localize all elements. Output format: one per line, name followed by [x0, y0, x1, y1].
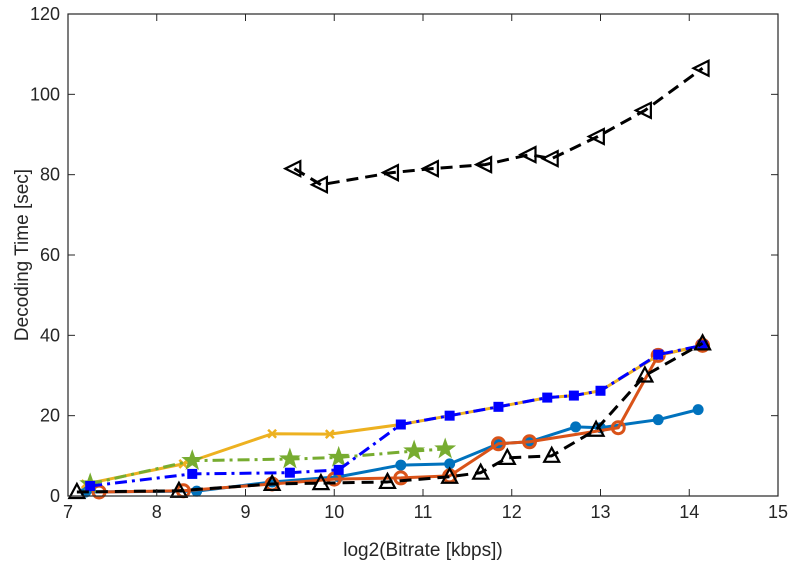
plot-frame	[67, 13, 779, 497]
series-5-blue-square-point	[85, 480, 96, 491]
series-7-black-triangle-left-point	[586, 127, 605, 146]
series-5-blue-square-point	[395, 419, 406, 430]
x-tick-label: 15	[768, 502, 788, 522]
series-6-black-triangle-up-point	[169, 480, 189, 498]
series-3-yellow-x-point	[267, 428, 278, 439]
x-tick-label: 8	[152, 502, 162, 522]
series-4-green-star-point	[181, 449, 204, 470]
series-7-black-triangle-left-point	[309, 175, 329, 194]
series-6-black-triangle-up-point	[635, 365, 655, 383]
series-layer	[67, 58, 712, 500]
series-4-green-star-point	[278, 447, 301, 469]
series-5-blue-square-point	[187, 468, 198, 479]
series-1-blue-dot-point	[395, 459, 407, 471]
series-5-blue-square-line	[90, 343, 703, 488]
series-7-black-triangle-left-point	[380, 163, 400, 182]
series-2-orange-circle	[91, 337, 711, 500]
x-tick-label: 12	[502, 502, 522, 522]
series-6-black-triangle-up-point	[378, 471, 397, 490]
x-tick-label: 10	[324, 502, 344, 522]
series-1-blue-dot-line	[85, 408, 699, 494]
series-3-yellow-x-point	[178, 458, 189, 469]
series-7-black-triangle-left	[282, 58, 710, 194]
x-tick-label: 13	[590, 502, 610, 522]
series-6-black-triangle-up-point	[542, 445, 562, 463]
series-5-blue-square-point	[284, 467, 295, 478]
y-axis-label: Decoding Time [sec]	[12, 169, 33, 341]
series-6-black-triangle-up-point	[497, 447, 517, 465]
series-6-black-triangle-up-point	[67, 481, 87, 500]
series-6-black-triangle-up-line	[76, 342, 704, 494]
y-tick-label: 60	[40, 245, 60, 265]
y-tick-label: 40	[40, 325, 60, 345]
series-5-blue-square	[85, 340, 708, 491]
series-7-black-triangle-left-point	[633, 101, 652, 120]
series-1-blue-dot-point	[692, 404, 704, 416]
series-2-orange-circle-line	[99, 343, 703, 494]
x-tick-label: 11	[414, 502, 433, 522]
x-tick-label: 14	[679, 502, 699, 522]
series-6-black-triangle-up-point	[311, 472, 331, 491]
series-5-blue-square-point	[333, 464, 344, 475]
series-6-black-triangle-up	[67, 333, 712, 500]
series-4-green-star-point	[434, 437, 457, 459]
series-5-blue-square-point	[444, 410, 455, 421]
series-7-black-triangle-left-point	[282, 159, 302, 178]
series-1-blue-dot-point	[652, 414, 664, 426]
series-5-blue-square-point	[568, 390, 579, 401]
series-2-orange-circle-point	[610, 420, 626, 436]
y-tick-label: 0	[50, 486, 60, 506]
series-6-black-triangle-up-point	[471, 462, 491, 480]
series-7-black-triangle-left-point	[420, 159, 439, 178]
series-7-black-triangle-left-point	[691, 58, 710, 78]
series-6-black-triangle-up-point	[586, 419, 606, 437]
series-5-blue-square-point	[595, 385, 606, 396]
series-1-blue-dot-point	[570, 421, 582, 433]
y-tick-label: 80	[40, 165, 60, 185]
series-4-green-star-point	[327, 445, 350, 467]
series-7-black-triangle-left-point	[473, 155, 493, 174]
axes-layer: 7 8 9 10 11 12 13 14 15 0 20 40 60 80 100 120	[30, 4, 788, 522]
series-2-orange-circle-point	[490, 436, 506, 452]
series-5-blue-square-point	[653, 349, 664, 360]
y-tick-label: 100	[30, 84, 60, 104]
series-6-black-triangle-up-point	[440, 466, 459, 484]
series-4-green-star-point	[403, 439, 426, 461]
series-3-yellow-x-point	[324, 429, 335, 440]
series-7-black-triangle-left-point	[540, 149, 559, 168]
series-5-blue-square-point	[542, 392, 553, 403]
series-2-orange-circle-point	[522, 434, 537, 450]
x-tick-label: 9	[240, 502, 250, 522]
y-tick-label: 120	[30, 4, 60, 24]
x-axis-label: log2(Bitrate [kbps])	[343, 540, 502, 561]
y-tick-label: 20	[40, 406, 60, 426]
series-6-black-triangle-up-point	[693, 333, 712, 351]
series-7-black-triangle-left-line	[293, 67, 704, 187]
x-tick-label: 7	[63, 502, 73, 522]
series-2-orange-circle-point	[393, 470, 409, 486]
series-6-black-triangle-up-point	[262, 473, 282, 492]
series-5-blue-square-point	[493, 401, 504, 412]
series-7-black-triangle-left-point	[518, 145, 537, 164]
